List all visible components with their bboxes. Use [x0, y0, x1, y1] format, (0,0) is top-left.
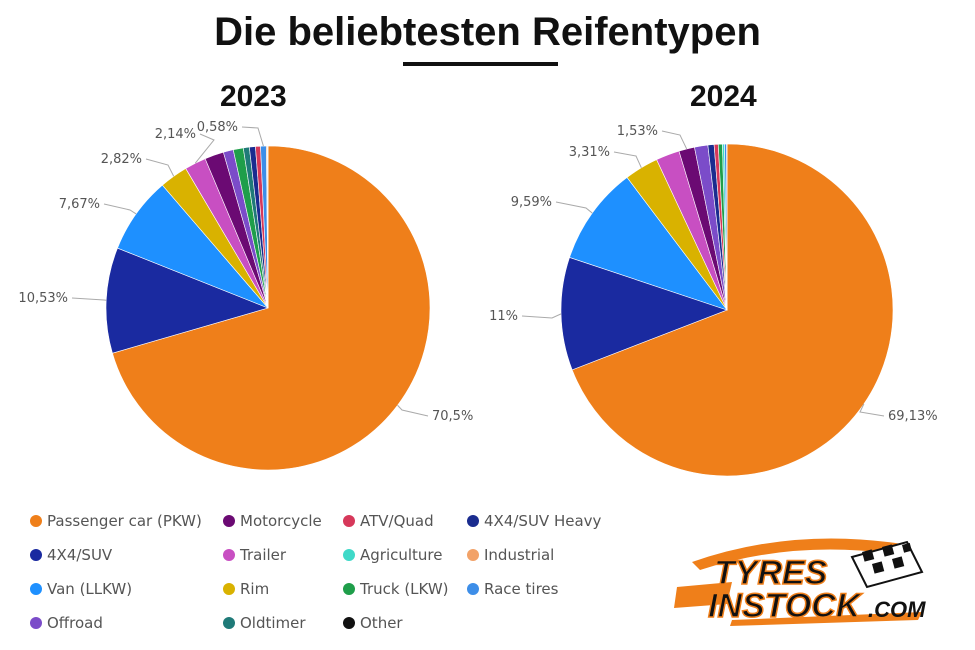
title-underline: [403, 62, 558, 66]
data-label: 70,5%: [432, 409, 473, 424]
legend-label: Offroad: [47, 614, 103, 632]
checkered-flag-icon: [850, 540, 924, 589]
legend-item[interactable]: Motorcycle: [223, 512, 322, 530]
data-label: 0,58%: [197, 120, 238, 135]
leader-line: [859, 403, 885, 417]
pie-charts: 70,5% 10,53% 7,67% 2,82% 2,14% 0,58% 69,13% 11%…: [18, 120, 938, 477]
data-label: 10,53%: [18, 291, 68, 306]
legend-swatch-icon: [467, 583, 479, 595]
legend-label: Rim: [240, 580, 270, 598]
data-label: 3,31%: [569, 145, 610, 160]
leader-line: [397, 404, 429, 417]
legend-label: ATV/Quad: [360, 512, 434, 530]
legend-swatch-icon: [343, 515, 355, 527]
legend-item[interactable]: Offroad: [30, 614, 103, 632]
legend-item[interactable]: Passenger car (PKW): [30, 512, 202, 530]
leader-line: [71, 297, 107, 301]
legend-label: Agriculture: [360, 546, 443, 564]
leader-line: [241, 126, 264, 147]
leader-line: [145, 158, 175, 177]
legend-swatch-icon: [343, 549, 355, 561]
pie-slice-2023-passenger-car-pkw-[interactable]: [112, 145, 431, 471]
leader-line: [521, 313, 562, 319]
data-label: 7,67%: [59, 197, 100, 212]
logo-text-instock: INSTOCK: [708, 587, 863, 625]
legend-swatch-icon: [467, 515, 479, 527]
legend-swatch-icon: [30, 617, 42, 629]
pie-title-2023: 2023: [220, 80, 287, 113]
leader-line: [613, 151, 642, 168]
pie-slice-2024-4x4-suv[interactable]: [560, 257, 728, 371]
legend-label: Truck (LKW): [360, 580, 449, 598]
legend-swatch-icon: [223, 549, 235, 561]
leader-line: [555, 201, 593, 214]
legend-swatch-icon: [223, 583, 235, 595]
legend-label: Oldtimer: [240, 614, 306, 632]
pie-slice-2023-4x4-suv[interactable]: [105, 247, 269, 354]
legend-label: 4X4/SUV Heavy: [484, 512, 602, 530]
pie-title-2024: 2024: [690, 80, 757, 113]
legend-item[interactable]: Industrial: [467, 546, 554, 564]
leader-line: [103, 203, 137, 215]
tyresinstock-logo: TYRES INSTOCK .COM: [674, 538, 926, 626]
legend-swatch-icon: [223, 515, 235, 527]
legend-label: Trailer: [240, 546, 287, 564]
data-label: 69,13%: [888, 409, 938, 424]
legend-item[interactable]: Agriculture: [343, 546, 443, 564]
leader-line: [661, 130, 688, 150]
legend-label: Motorcycle: [240, 512, 322, 530]
legend-item[interactable]: 4X4/SUV Heavy: [467, 512, 601, 530]
legend-item[interactable]: Oldtimer: [223, 614, 306, 632]
legend-swatch-icon: [223, 617, 235, 629]
logo-text-tyres: TYRES: [714, 554, 828, 592]
legend-label: Race tires: [484, 580, 559, 598]
leader-line: [194, 133, 215, 164]
legend-swatch-icon: [343, 617, 355, 629]
legend-label: Other: [360, 614, 403, 632]
data-label: 9,59%: [511, 195, 552, 210]
legend-label: Industrial: [484, 546, 555, 564]
data-label: 2,14%: [155, 127, 196, 142]
logo-text-com: .COM: [868, 597, 926, 622]
legend-item[interactable]: Van (LLKW): [30, 580, 132, 598]
data-label: 11%: [489, 309, 518, 324]
legend-label: Passenger car (PKW): [47, 512, 202, 530]
legend-item[interactable]: Race tires: [467, 580, 558, 598]
legend-item[interactable]: 4X4/SUV: [30, 546, 112, 564]
legend-swatch-icon: [30, 515, 42, 527]
legend-item[interactable]: ATV/Quad: [343, 512, 434, 530]
chart-title: Die beliebtesten Reifentypen: [214, 10, 761, 54]
legend-swatch-icon: [467, 549, 479, 561]
data-label: 2,82%: [101, 152, 142, 167]
legend-label: Van (LLKW): [47, 580, 133, 598]
data-label: 1,53%: [617, 124, 658, 139]
legend-swatch-icon: [343, 583, 355, 595]
legend-item[interactable]: Trailer: [223, 546, 286, 564]
legend-swatch-icon: [30, 549, 42, 561]
legend-item[interactable]: Truck (LKW): [343, 580, 449, 598]
legend-item[interactable]: Rim: [223, 580, 269, 598]
legend-label: 4X4/SUV: [47, 546, 113, 564]
legend-swatch-icon: [30, 583, 42, 595]
legend-item[interactable]: Other: [343, 614, 403, 632]
logo-swoosh: [674, 538, 922, 626]
